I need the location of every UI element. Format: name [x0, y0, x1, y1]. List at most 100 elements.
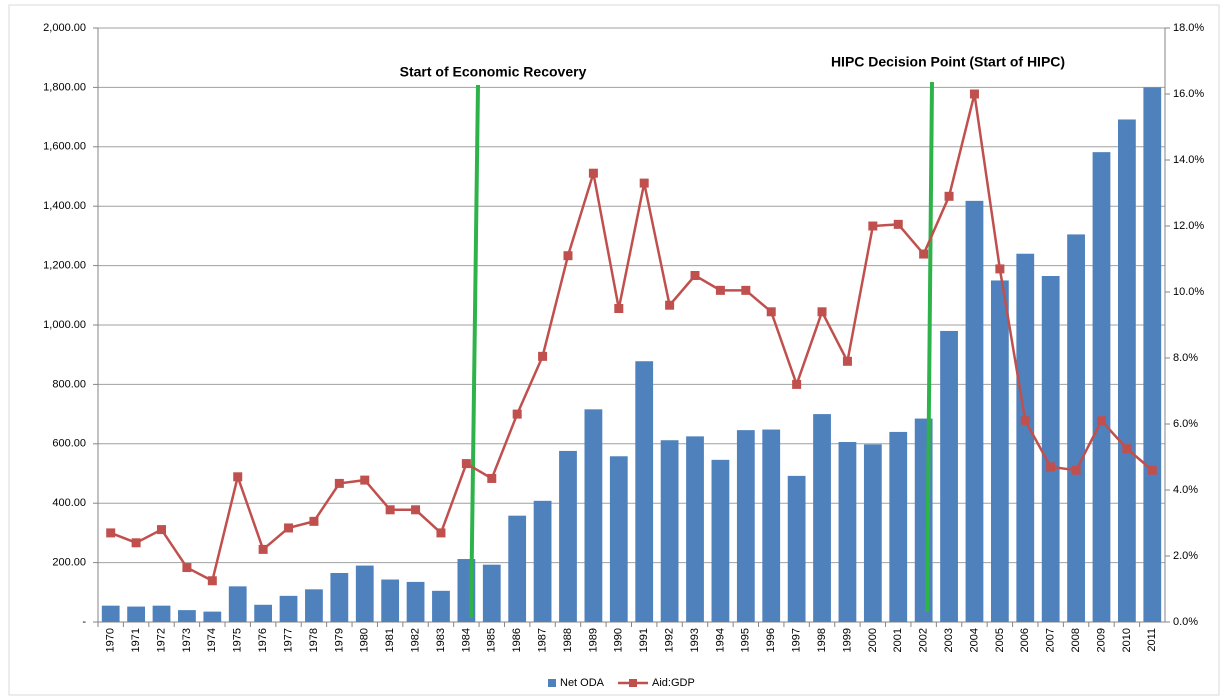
x-tick-label: 2011 [1146, 628, 1158, 652]
bar [279, 595, 298, 622]
line-marker [792, 379, 802, 389]
bar [965, 200, 984, 622]
x-tick-label: 1991 [638, 628, 650, 652]
bar [762, 429, 781, 622]
line-marker [1046, 462, 1056, 472]
y2-tick-label: 2.0% [1173, 550, 1198, 562]
x-tick-label: 2004 [968, 628, 980, 652]
x-tick-label: 1992 [664, 628, 676, 652]
line-marker [919, 249, 929, 259]
bar [355, 565, 374, 622]
line-marker [715, 285, 725, 295]
x-tick-label: 2001 [892, 628, 904, 652]
bar [1016, 253, 1035, 622]
bar [228, 586, 247, 622]
y2-tick-label: 10.0% [1173, 286, 1204, 298]
bar [990, 280, 1009, 622]
x-tick-label: 2009 [1095, 628, 1107, 652]
line-marker [1147, 465, 1157, 475]
bar [863, 444, 882, 622]
x-tick-label: 1971 [130, 628, 142, 652]
legend-label: Aid:GDP [652, 677, 695, 689]
x-tick-label: 2008 [1070, 628, 1082, 652]
x-tick-label: 1984 [460, 628, 472, 652]
x-tick-label: 1993 [689, 628, 701, 652]
x-tick-label: 1979 [333, 628, 345, 652]
bar [127, 606, 145, 622]
line-marker [334, 478, 344, 488]
x-tick-label: 1976 [257, 628, 269, 652]
line-marker [182, 563, 192, 573]
bar [609, 456, 628, 622]
line-marker [639, 178, 649, 188]
bar [711, 459, 730, 622]
bar [101, 605, 120, 622]
bar [559, 450, 577, 622]
legend-label: Net ODA [560, 677, 605, 689]
bar [203, 611, 222, 622]
bar [178, 610, 196, 622]
x-tick-label: 1999 [841, 628, 853, 652]
line-marker [284, 523, 294, 533]
line-marker [538, 351, 548, 361]
line-marker [614, 304, 624, 313]
y2-tick-label: 16.0% [1173, 88, 1204, 100]
x-tick-label: 1998 [816, 628, 828, 652]
y2-tick-label: 4.0% [1173, 484, 1198, 496]
y2-tick-label: 18.0% [1173, 22, 1204, 34]
x-tick-label: 2005 [994, 628, 1006, 652]
bar [1118, 119, 1136, 622]
x-tick-label: 2007 [1045, 628, 1057, 652]
line-marker [461, 459, 471, 469]
bar [813, 414, 831, 622]
line-marker [385, 505, 395, 515]
y-tick-label: 400.00 [52, 497, 86, 509]
line-marker [1096, 416, 1106, 426]
y-tick-label: 600.00 [52, 438, 86, 450]
x-tick-label: 1977 [282, 628, 294, 652]
x-tick-label: 2010 [1121, 628, 1133, 652]
bar [787, 475, 806, 622]
y-tick-label: 1,000.00 [43, 319, 86, 331]
x-tick-label: 1985 [486, 628, 498, 652]
line-marker [817, 307, 827, 317]
x-tick-label: 2003 [943, 628, 955, 652]
bar [1067, 234, 1085, 623]
bar [381, 579, 400, 622]
bar [838, 442, 857, 622]
line-marker [995, 264, 1005, 274]
x-tick-label: 1994 [714, 628, 726, 652]
line-marker [207, 576, 217, 586]
bar [305, 589, 323, 622]
bar [686, 436, 704, 622]
x-tick-label: 1972 [155, 628, 167, 652]
x-tick-label: 1989 [587, 628, 599, 652]
bar [330, 572, 349, 622]
x-tick-label: 1978 [308, 628, 320, 652]
x-tick-label: 2002 [918, 628, 930, 652]
x-tick-label: 1983 [435, 628, 447, 652]
x-tick-label: 1996 [765, 628, 777, 652]
bar [889, 431, 908, 622]
line-marker [131, 538, 141, 548]
y-tick-label: 200.00 [52, 557, 86, 569]
x-tick-label: 1982 [409, 628, 421, 652]
line-marker [487, 473, 497, 483]
bar [660, 440, 679, 622]
bar [254, 604, 273, 622]
bar [736, 430, 755, 622]
legend-swatch [629, 679, 637, 687]
bar [406, 581, 425, 622]
line-marker [1071, 465, 1081, 475]
line-marker [741, 285, 751, 295]
x-tick-label: 1975 [232, 628, 244, 652]
line-marker [233, 472, 243, 482]
line-marker [690, 271, 700, 280]
x-tick-label: 1988 [562, 628, 574, 652]
line-marker [842, 356, 852, 366]
line-marker [1122, 444, 1132, 454]
line-marker [360, 475, 370, 485]
line-marker [258, 544, 268, 554]
